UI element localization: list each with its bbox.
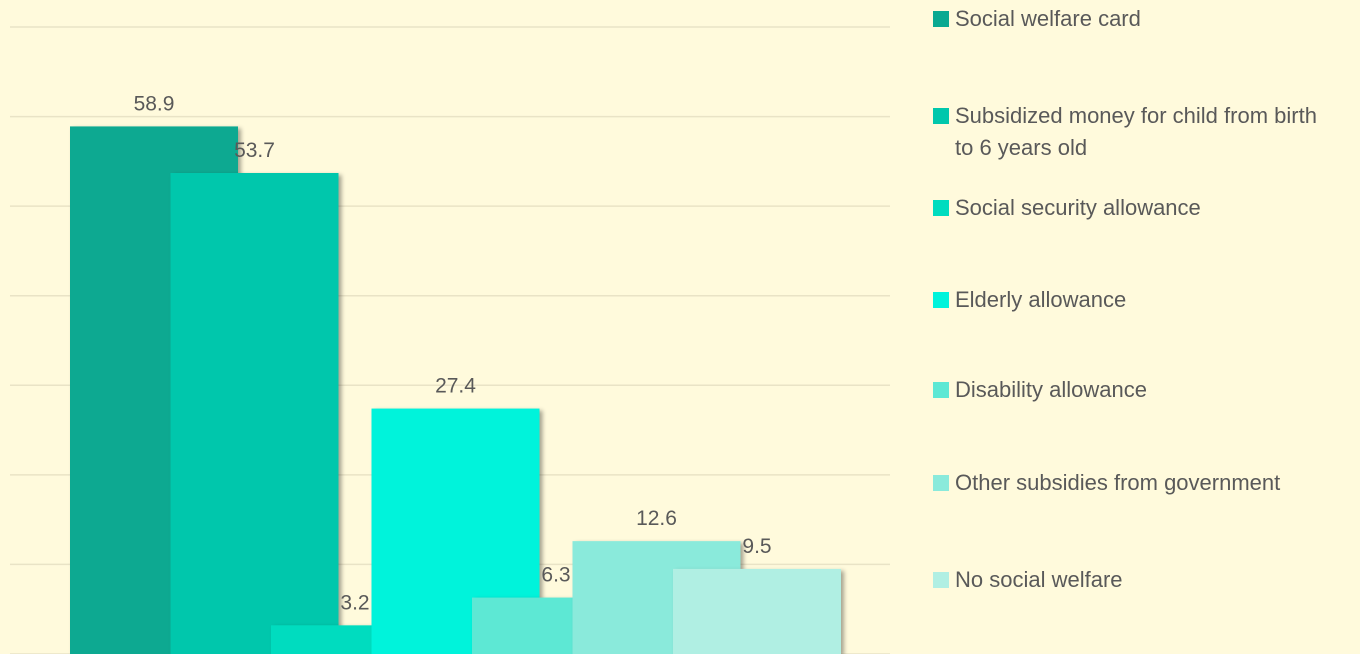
legend-label: Other subsidies from government xyxy=(955,470,1281,495)
legend-swatch xyxy=(933,475,949,491)
legend-label: Subsidized money for child from birth to… xyxy=(955,103,1317,160)
bar xyxy=(673,568,841,654)
chart: 58.9 53.7 3.2 27.4 6.3 12.6 9.5 xyxy=(10,26,890,654)
legend-swatch xyxy=(933,572,949,588)
legend-swatch xyxy=(933,200,949,216)
legend-item: Subsidized money for child from birth to… xyxy=(933,100,1325,164)
legend-item: Social security allowance xyxy=(933,192,1325,224)
data-label: 27.4 xyxy=(435,375,476,398)
legend-item: Other subsidies from government xyxy=(933,467,1325,499)
data-label: 12.6 xyxy=(636,507,677,530)
legend-label: Elderly allowance xyxy=(955,287,1127,312)
legend-item: Social welfare card xyxy=(933,3,1325,35)
legend-swatch xyxy=(933,382,949,398)
data-label: 6.3 xyxy=(541,564,570,587)
legend-label: Social welfare card xyxy=(955,6,1141,31)
legend-item: No social welfare xyxy=(933,564,1325,596)
legend-swatch xyxy=(933,292,949,308)
data-label: 53.7 xyxy=(234,139,275,162)
legend-swatch xyxy=(933,11,949,27)
legend-swatch xyxy=(933,108,949,124)
legend-item: Disability allowance xyxy=(933,374,1325,406)
legend-item: Elderly allowance xyxy=(933,284,1325,316)
data-label: 3.2 xyxy=(340,591,369,614)
bar xyxy=(170,173,339,654)
legend-label: Disability allowance xyxy=(955,377,1147,402)
legend-label: No social welfare xyxy=(955,567,1123,592)
legend-label: Social security allowance xyxy=(955,195,1201,220)
data-label: 58.9 xyxy=(134,92,175,115)
data-label: 9.5 xyxy=(742,535,771,558)
